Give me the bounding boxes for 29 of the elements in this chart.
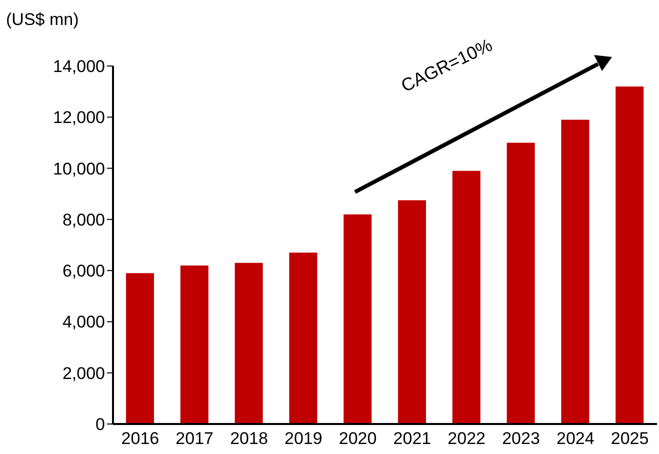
x-tick-label: 2023 — [502, 429, 540, 448]
x-tick-label: 2021 — [393, 429, 432, 448]
x-tick-label: 2019 — [284, 429, 322, 448]
y-tick-label: 2,000 — [62, 364, 105, 383]
bar — [506, 142, 535, 424]
x-tick-label: 2016 — [121, 429, 160, 448]
bar — [289, 252, 318, 424]
bar — [126, 273, 154, 424]
x-tick-label: 2024 — [556, 429, 594, 448]
y-tick-label: 0 — [96, 415, 105, 434]
y-tick-label: 12,000 — [53, 108, 105, 128]
x-tick-label: 2020 — [338, 429, 377, 448]
bar — [398, 200, 426, 424]
bar — [616, 86, 644, 424]
x-tick-label: 2017 — [176, 429, 214, 448]
y-tick-label: 6,000 — [62, 262, 105, 281]
y-axis-title: (US$ mn) — [6, 10, 79, 30]
y-tick-label: 4,000 — [62, 312, 105, 332]
bar — [180, 265, 208, 424]
bar — [561, 120, 590, 424]
x-tick-label: 2018 — [230, 429, 268, 448]
bar — [234, 262, 263, 424]
y-tick-label: 14,000 — [53, 57, 105, 76]
y-tick-label: 8,000 — [62, 210, 105, 230]
x-tick-label: 2022 — [448, 429, 486, 448]
bar — [452, 170, 480, 424]
y-tick-label: 10,000 — [53, 159, 105, 178]
x-tick-label: 2025 — [610, 429, 649, 448]
bar — [344, 214, 372, 424]
